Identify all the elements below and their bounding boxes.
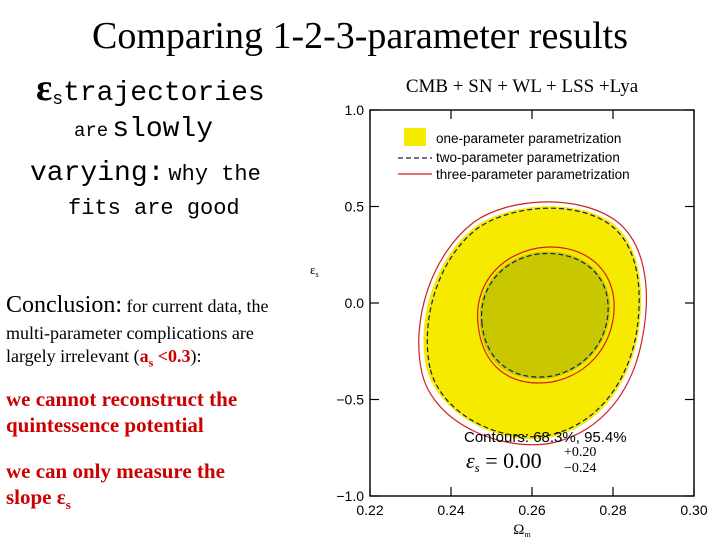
- y-tick-label-0: 1.0: [345, 102, 365, 118]
- chart-title: CMB + SN + WL + LSS +Lya: [406, 76, 639, 97]
- eps-line-3: varying: why the: [30, 158, 261, 189]
- x-tick-label-3: 0.28: [599, 502, 626, 518]
- eps-line-2: are slowly: [74, 114, 214, 145]
- epsilon-subscript: s: [52, 90, 64, 111]
- y-axis-label: εs: [310, 262, 319, 279]
- contours-group: [418, 201, 647, 446]
- x-tick-label-0: 0.22: [356, 502, 383, 518]
- y-tick-label-4: −1.0: [336, 488, 364, 504]
- statement-measure-slope: we can only measure the slope εs: [6, 459, 225, 513]
- contour-three-param-68: [476, 246, 615, 384]
- conclusion-line-3: largely irrelevant (as <0.3):: [6, 346, 202, 370]
- x-tick-label-4: 0.30: [680, 502, 707, 518]
- legend-label-two-param: two-parameter parametrization: [436, 150, 620, 165]
- contour-levels-note: Contours: 68.3%, 95.4%: [464, 429, 627, 446]
- x-axis-label: Ωm: [513, 522, 531, 539]
- legend-swatch-one-param: [404, 128, 426, 146]
- result-minus: −0.24: [564, 461, 596, 476]
- conclusion-line-2: multi-parameter complications are: [6, 323, 254, 343]
- x-tick-label-2: 0.26: [518, 502, 545, 518]
- epsilon-result: εs = 0.00 +0.20 −0.24: [466, 445, 596, 476]
- chart-legend: one-parameter parametrization two-parame…: [398, 128, 630, 182]
- result-text: εs = 0.00: [466, 448, 542, 475]
- result-plus: +0.20: [564, 445, 596, 460]
- eps-line-4: fits are good: [68, 196, 240, 221]
- epsilon-symbol: ε: [36, 67, 53, 109]
- statement-reconstruct: we cannot reconstruct the quintessence p…: [6, 387, 238, 437]
- conclusion-line-1: Conclusion: for current data, the: [6, 292, 269, 318]
- eps-line-1: εstrajectories: [36, 66, 265, 110]
- contour-one-param-68: [479, 251, 611, 380]
- contour-two-param-95: [426, 207, 640, 438]
- contour-plot-svg: CMB + SN + WL + LSS +Lya one-parameter p…: [310, 76, 708, 539]
- contour-three-param-95: [418, 201, 647, 446]
- y-tick-label-2: 0.0: [345, 295, 365, 311]
- contour-two-param-68: [480, 252, 609, 378]
- legend-label-one-param: one-parameter parametrization: [436, 131, 621, 146]
- slide-title: Comparing 1-2-3-parameter results: [91, 15, 629, 57]
- x-tick-label-1: 0.24: [437, 502, 464, 518]
- contour-plot: CMB + SN + WL + LSS +Lya one-parameter p…: [308, 68, 720, 540]
- y-tick-label-1: 0.5: [345, 199, 365, 215]
- axis-ticks: 0.22 0.24 0.26 0.28 0.30 1.0 0.5 0.0 −0.5 −1.0: [336, 102, 707, 518]
- legend-label-three-param: three-parameter parametrization: [436, 167, 630, 182]
- y-tick-label-3: −0.5: [336, 392, 364, 408]
- trajectories-word: trajectories: [63, 78, 265, 109]
